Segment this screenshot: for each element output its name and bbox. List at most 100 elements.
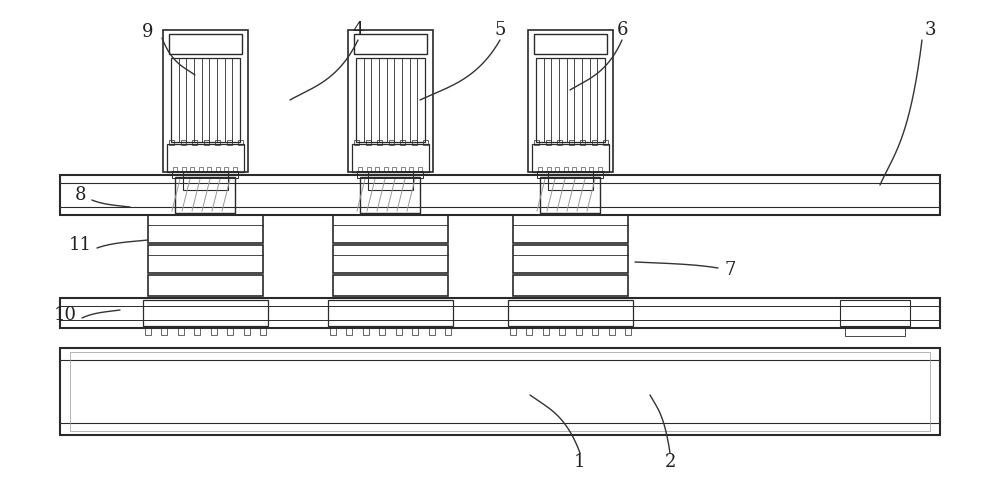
Bar (392, 167, 396, 172)
Bar (227, 328, 233, 335)
Bar (625, 328, 631, 335)
Bar (508, 300, 633, 326)
Bar (534, 34, 607, 54)
Bar (513, 215, 628, 243)
Bar (400, 140, 405, 145)
Bar (384, 167, 388, 172)
Bar (363, 328, 369, 335)
Bar (148, 245, 263, 273)
Bar (543, 328, 549, 335)
Bar (328, 300, 453, 326)
Bar (167, 144, 244, 172)
Bar (60, 348, 940, 435)
Bar (576, 328, 582, 335)
Bar (547, 167, 551, 172)
Bar (581, 167, 585, 172)
Bar (161, 328, 167, 335)
Bar (143, 300, 268, 326)
Bar (60, 298, 940, 328)
Bar (192, 140, 197, 145)
Bar (538, 167, 542, 172)
Bar (379, 328, 385, 335)
Bar (333, 215, 448, 243)
Bar (589, 167, 593, 172)
Bar (540, 177, 600, 213)
Bar (171, 58, 240, 142)
Bar (526, 328, 532, 335)
Text: 10: 10 (54, 306, 76, 324)
Bar (557, 140, 562, 145)
Bar (367, 167, 371, 172)
Bar (423, 140, 428, 145)
Bar (366, 140, 370, 145)
Bar (513, 275, 628, 296)
Bar (532, 144, 609, 172)
Bar (207, 167, 211, 172)
Bar (564, 167, 568, 172)
Bar (513, 245, 628, 273)
Bar (572, 167, 576, 172)
Bar (163, 30, 248, 172)
Bar (356, 58, 425, 142)
Bar (182, 167, 186, 172)
Bar (537, 171, 603, 178)
Bar (528, 30, 613, 172)
Text: 1: 1 (574, 453, 586, 471)
Bar (233, 167, 237, 172)
Bar (598, 167, 602, 172)
Bar (568, 140, 574, 145)
Bar (70, 352, 930, 431)
Text: 8: 8 (74, 186, 86, 204)
Bar (603, 140, 608, 145)
Bar (510, 328, 516, 335)
Text: 11: 11 (68, 236, 92, 254)
Bar (352, 144, 429, 172)
Bar (357, 171, 423, 178)
Bar (194, 328, 200, 335)
Bar (175, 177, 235, 213)
Bar (375, 167, 379, 172)
Bar (559, 328, 565, 335)
Text: 9: 9 (142, 23, 154, 41)
Bar (418, 167, 422, 172)
Bar (536, 58, 605, 142)
Bar (169, 34, 242, 54)
Bar (148, 275, 263, 296)
Bar (169, 140, 174, 145)
Bar (388, 140, 394, 145)
Bar (840, 300, 910, 326)
Bar (845, 328, 905, 336)
Bar (445, 328, 451, 335)
Bar (396, 328, 402, 335)
Bar (555, 167, 559, 172)
Bar (580, 140, 585, 145)
Bar (354, 140, 359, 145)
Bar (178, 328, 184, 335)
Bar (204, 140, 208, 145)
Bar (216, 167, 220, 172)
Bar (183, 172, 228, 190)
Bar (360, 177, 420, 213)
Text: 7: 7 (724, 261, 736, 279)
Bar (412, 140, 416, 145)
Bar (409, 167, 413, 172)
Text: 6: 6 (616, 21, 628, 39)
Bar (330, 328, 336, 335)
Bar (60, 175, 940, 215)
Bar (190, 167, 194, 172)
Bar (348, 30, 433, 172)
Bar (145, 328, 151, 335)
Bar (172, 171, 238, 178)
Bar (346, 328, 352, 335)
Bar (534, 140, 539, 145)
Bar (226, 140, 232, 145)
Bar (148, 215, 263, 243)
Text: 5: 5 (494, 21, 506, 39)
Bar (548, 172, 593, 190)
Bar (401, 167, 405, 172)
Bar (377, 140, 382, 145)
Bar (429, 328, 435, 335)
Bar (333, 245, 448, 273)
Bar (211, 328, 217, 335)
Bar (199, 167, 203, 172)
